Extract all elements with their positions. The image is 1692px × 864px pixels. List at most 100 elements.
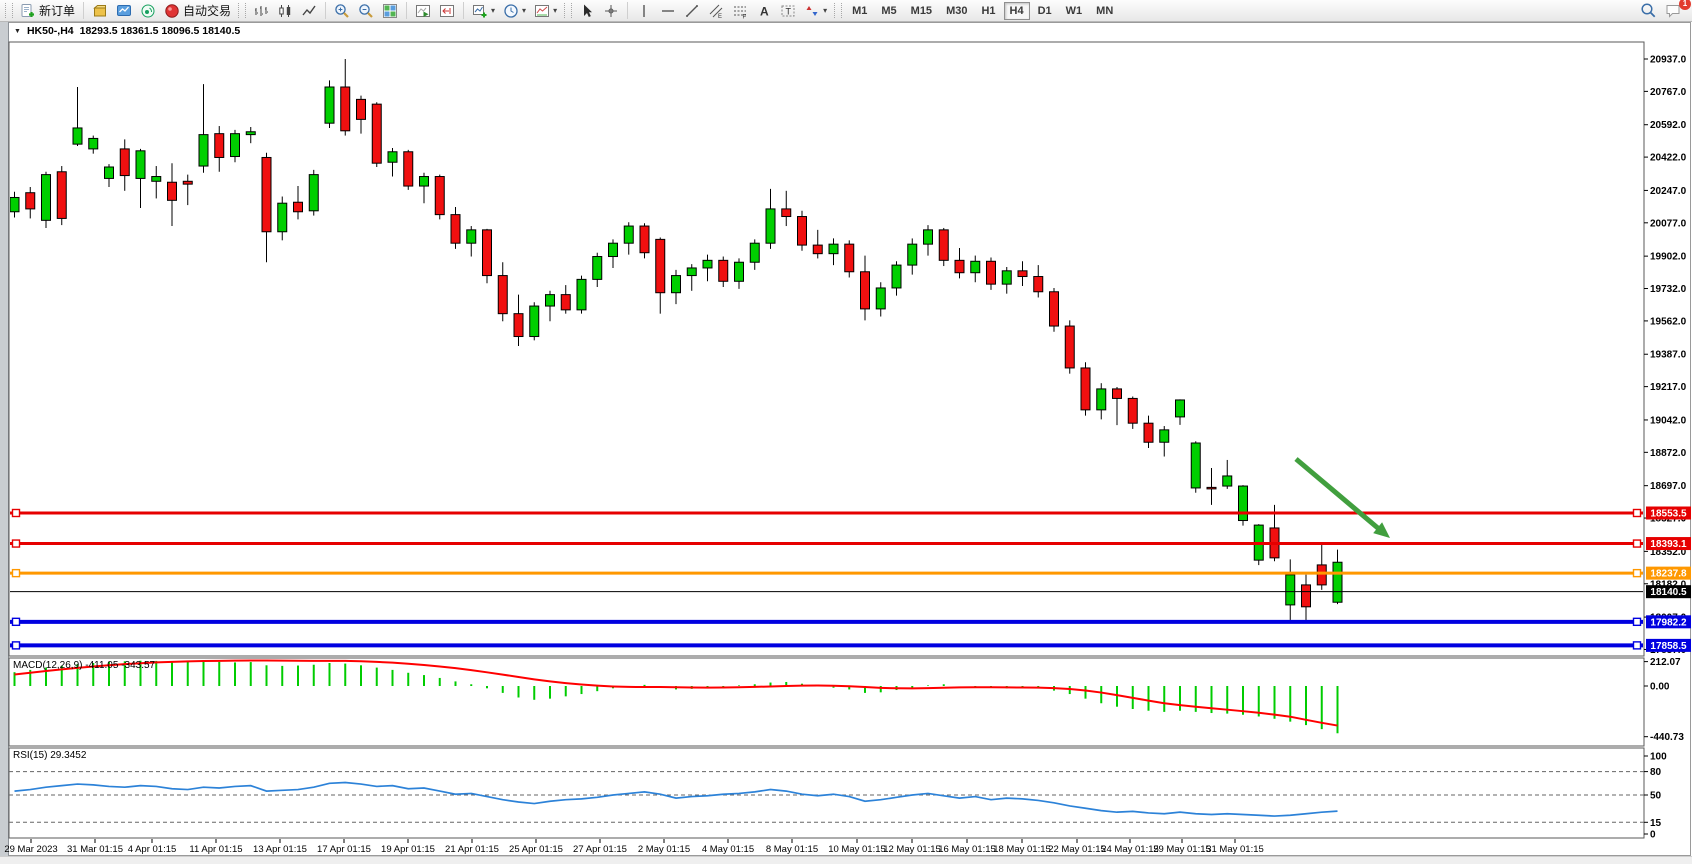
timeframe-m30[interactable]: M30: [940, 2, 973, 20]
zoom-in-button[interactable]: [330, 1, 354, 21]
toolbar-grip[interactable]: [238, 3, 247, 18]
separator: [463, 2, 465, 19]
rsi-tick-label: 0: [1650, 830, 1656, 841]
tile-windows-button[interactable]: [378, 1, 402, 21]
notifications-button[interactable]: 1: [1661, 0, 1691, 21]
candle: [371, 103, 382, 164]
timeframe-mn[interactable]: MN: [1090, 2, 1119, 20]
line-endpoint-marker[interactable]: [11, 641, 21, 650]
horizontal-line-tool-button[interactable]: [656, 1, 680, 21]
autotrade-button[interactable]: 自动交易: [160, 1, 235, 21]
candle: [245, 131, 256, 136]
toolbar-grip[interactable]: [5, 3, 13, 18]
notification-badge: 1: [1679, 0, 1691, 10]
line-endpoint-marker[interactable]: [1632, 539, 1642, 548]
candle: [434, 176, 445, 216]
crosshair-button[interactable]: [599, 1, 623, 21]
dropdown-caret-icon: ▾: [522, 6, 527, 15]
candle: [1127, 397, 1138, 424]
price-badge-label: 18237.8: [1650, 569, 1687, 580]
toolbar-grip[interactable]: [564, 3, 573, 18]
timeframe-h4[interactable]: H4: [1003, 1, 1030, 20]
new-order-button[interactable]: 新订单: [16, 1, 79, 21]
candles[interactable]: [10, 59, 1343, 620]
candle: [72, 127, 83, 145]
time-label: 29 Mar 2023: [4, 844, 57, 855]
macd-pane[interactable]: [13, 659, 1339, 734]
price-axis[interactable]: 20937.0 20767.0 20592.0 20422.0 20247.0 20077…: [1644, 55, 1691, 841]
collapse-triangle-icon[interactable]: ▼: [14, 27, 21, 35]
new-chart-icon: [93, 4, 107, 16]
pane-border: [8, 657, 1645, 747]
candle: [387, 151, 398, 163]
line-endpoint-marker[interactable]: [11, 568, 21, 578]
price-tick-label: 18697.0: [1650, 481, 1687, 492]
dropdown-caret-icon: ▾: [823, 6, 828, 15]
periods-button[interactable]: ▾: [499, 1, 530, 21]
equidistant-channel-tool-button[interactable]: E: [704, 1, 728, 21]
cursor-button[interactable]: [575, 1, 599, 21]
trend-arrow-annotation[interactable]: [1294, 457, 1390, 538]
timeframe-w1[interactable]: W1: [1060, 2, 1089, 20]
macd-signal-line: [14, 659, 1338, 727]
indicators-button[interactable]: ▾: [468, 1, 499, 21]
fibonacci-icon: F: [734, 6, 747, 19]
line-endpoint-marker[interactable]: [11, 617, 21, 627]
price-tick-label: 19562.0: [1650, 316, 1687, 327]
price-badge-label: 17858.5: [1650, 641, 1687, 652]
timeframe-d1[interactable]: D1: [1032, 2, 1058, 20]
new-chart-button[interactable]: [88, 1, 112, 21]
dropdown-caret-icon: ▾: [491, 6, 496, 15]
price-tick-label: 20077.0: [1650, 218, 1687, 229]
time-label: 13 Apr 01:15: [253, 844, 307, 855]
timeframe-group: M1 M5 M15 M30 H1 H4 D1 W1 MN: [845, 1, 1120, 20]
templates-icon: [535, 4, 550, 17]
time-label: 29 May 01:15: [1153, 844, 1211, 855]
line-endpoint-marker[interactable]: [11, 539, 21, 548]
line-endpoint-marker[interactable]: [1632, 508, 1642, 518]
candlestick-chart-button[interactable]: [273, 1, 297, 21]
chart-shift-button[interactable]: [435, 1, 459, 21]
auto-scroll-button[interactable]: [411, 1, 435, 21]
timeframe-m1[interactable]: M1: [846, 2, 873, 20]
vertical-line-tool-button[interactable]: [632, 1, 656, 21]
search-button[interactable]: [1636, 1, 1661, 21]
line-chart-button[interactable]: [297, 1, 321, 21]
candle: [41, 174, 51, 221]
templates-button[interactable]: ▾: [530, 1, 561, 21]
time-axis[interactable]: 29 Mar 2023 31 Mar 01:15 4 Apr 01:15 11 Apr…: [4, 839, 1264, 855]
candle: [891, 264, 902, 289]
candle: [1285, 574, 1296, 606]
bar-chart-button[interactable]: [249, 1, 273, 21]
text-label-icon: T: [781, 5, 795, 16]
time-label: 12 May 01:15: [883, 844, 941, 855]
macd-tick-label: 0.00: [1650, 682, 1670, 693]
timeframe-h1[interactable]: H1: [975, 2, 1001, 20]
profiles-button[interactable]: [112, 1, 136, 21]
price-levels[interactable]: [9, 508, 1644, 650]
toolbar-grip[interactable]: [834, 3, 843, 18]
arrows-tool-button[interactable]: ▾: [800, 1, 831, 21]
candle: [340, 86, 351, 132]
text-label-tool-button[interactable]: T: [776, 1, 800, 21]
line-endpoint-marker[interactable]: [1632, 568, 1642, 578]
timeframe-m5[interactable]: M5: [875, 2, 902, 20]
price-tick-label: 20592.0: [1650, 120, 1687, 131]
time-label: 18 May 01:15: [993, 844, 1051, 855]
trendline-tool-button[interactable]: [680, 1, 704, 21]
text-tool-button[interactable]: A: [752, 1, 776, 21]
timeframe-m15[interactable]: M15: [905, 2, 938, 20]
fibonacci-tool-button[interactable]: F: [728, 1, 752, 21]
zoom-out-button[interactable]: [354, 1, 378, 21]
line-endpoint-marker[interactable]: [1632, 617, 1642, 627]
candle: [797, 216, 807, 246]
rsi-pane[interactable]: [9, 771, 1644, 823]
line-endpoint-marker[interactable]: [11, 508, 21, 518]
price-tick-label: 18182.0: [1650, 579, 1687, 590]
chart-window[interactable]: [8, 22, 1691, 856]
macd-values: -411.05 -343.57: [85, 660, 156, 671]
line-endpoint-marker[interactable]: [1632, 641, 1642, 650]
price-badge: [1646, 638, 1691, 652]
signals-button[interactable]: [136, 1, 160, 21]
